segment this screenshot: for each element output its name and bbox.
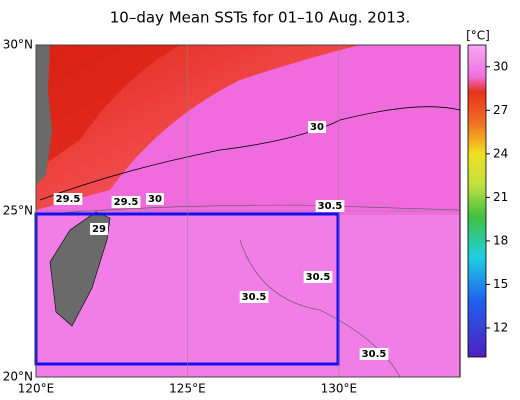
contour-label-bg: [146, 193, 164, 205]
contour: [39, 106, 460, 201]
colorbar-tick-label: 24: [493, 146, 508, 160]
contour-label: 30.5: [318, 201, 343, 212]
hot-band: [36, 45, 180, 170]
land-china: [36, 45, 52, 185]
colorbar-unit: [°C]: [466, 29, 490, 43]
contour-label: 30: [310, 122, 324, 133]
lat-tick-label: 20°N: [3, 370, 33, 384]
contour: [36, 204, 460, 216]
contour-label-bg: [111, 196, 141, 208]
colorbar-tick-label: 21: [493, 190, 508, 204]
contour-label: 29.5: [56, 194, 81, 205]
colorbar-tick-label: 12: [493, 320, 508, 334]
colorbar-tick-label: 30: [493, 59, 508, 73]
colorbar-tick-label: 27: [493, 103, 508, 117]
contour-label: 30.5: [362, 349, 387, 360]
lon-tick-label: 120°E: [18, 382, 55, 396]
title: 10–day Mean SSTs for 01–10 Aug. 2013.: [110, 9, 411, 27]
contour-label: 29: [92, 224, 106, 235]
lat-tick-label: 25°N: [3, 204, 33, 218]
contour-label-bg: [315, 200, 345, 212]
contour-label: 29.5: [114, 197, 139, 208]
contour-label-bg: [303, 271, 333, 283]
colorbar: [467, 44, 487, 358]
lon-tick-label: 125°E: [169, 382, 206, 396]
contour-label-bg: [53, 193, 83, 205]
contour-label-bg: [239, 291, 269, 303]
contour-label-bg: [308, 121, 326, 133]
land-taiwan: [49, 211, 111, 327]
contour-label-bg: [90, 223, 108, 235]
contour-label: 30: [148, 194, 162, 205]
contour-label: 30.5: [242, 292, 267, 303]
colorbar-tick-label: 15: [493, 277, 508, 291]
contour-label: 30.5: [306, 272, 331, 283]
contour-label-bg: [359, 348, 389, 360]
lat-tick-label: 30°N: [3, 38, 33, 52]
lon-tick-label: 130°E: [321, 382, 358, 396]
colorbar-tick-label: 18: [493, 233, 508, 247]
